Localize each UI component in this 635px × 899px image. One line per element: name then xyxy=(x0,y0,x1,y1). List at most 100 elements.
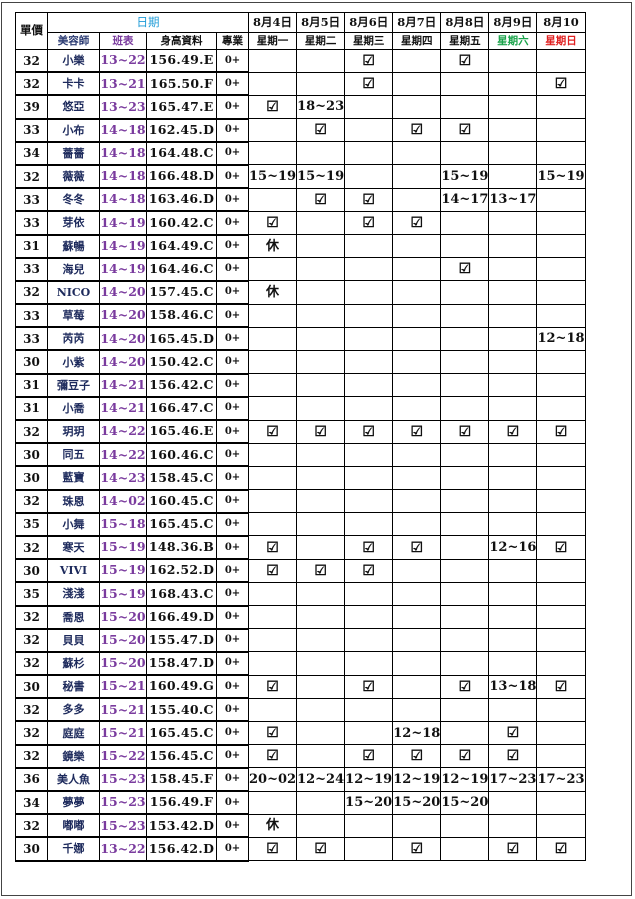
schedule-cell[interactable] xyxy=(392,187,442,212)
schedule-cell[interactable] xyxy=(440,396,490,421)
schedule-cell[interactable] xyxy=(344,257,394,282)
schedule-cell[interactable]: 18~23 xyxy=(296,94,346,120)
schedule-cell[interactable] xyxy=(488,233,538,259)
schedule-cell[interactable] xyxy=(247,141,298,166)
schedule-cell[interactable] xyxy=(536,303,586,328)
schedule-cell[interactable] xyxy=(488,164,538,189)
schedule-cell[interactable] xyxy=(344,349,394,375)
schedule-cell[interactable] xyxy=(536,604,586,630)
schedule-cell[interactable] xyxy=(247,651,298,676)
schedule-cell[interactable] xyxy=(344,489,394,514)
schedule-cell[interactable] xyxy=(247,396,298,421)
schedule-check-cell[interactable]: ☑ xyxy=(247,744,298,769)
schedule-cell[interactable] xyxy=(536,141,586,166)
schedule-cell[interactable] xyxy=(392,49,442,73)
schedule-cell[interactable] xyxy=(440,720,490,746)
schedule-cell[interactable] xyxy=(488,604,538,630)
schedule-cell[interactable]: 12~24 xyxy=(296,767,346,792)
schedule-check-cell[interactable]: ☑ xyxy=(344,419,394,444)
schedule-check-cell[interactable]: ☑ xyxy=(247,419,298,444)
schedule-check-cell[interactable]: ☑ xyxy=(247,535,298,560)
schedule-cell[interactable] xyxy=(536,489,586,514)
schedule-cell[interactable] xyxy=(536,49,586,73)
schedule-cell[interactable] xyxy=(536,813,586,838)
schedule-check-cell[interactable]: ☑ xyxy=(392,836,442,862)
schedule-cell[interactable]: 15~19 xyxy=(536,164,586,189)
schedule-cell[interactable] xyxy=(392,558,442,583)
schedule-cell[interactable]: 休 xyxy=(247,280,298,305)
schedule-cell[interactable] xyxy=(536,744,586,769)
schedule-cell[interactable]: 15~20 xyxy=(392,790,442,815)
schedule-cell[interactable] xyxy=(488,442,538,467)
schedule-cell[interactable] xyxy=(392,303,442,328)
schedule-cell[interactable] xyxy=(344,512,394,537)
schedule-check-cell[interactable]: ☑ xyxy=(296,419,346,444)
schedule-cell[interactable] xyxy=(296,141,346,166)
schedule-cell[interactable] xyxy=(440,697,490,722)
schedule-cell[interactable] xyxy=(296,720,346,746)
schedule-cell[interactable] xyxy=(296,326,346,351)
schedule-cell[interactable] xyxy=(392,349,442,375)
schedule-check-cell[interactable]: ☑ xyxy=(440,419,490,444)
schedule-cell[interactable] xyxy=(247,118,298,143)
schedule-cell[interactable] xyxy=(392,674,442,699)
schedule-cell[interactable] xyxy=(440,442,490,467)
schedule-check-cell[interactable]: ☑ xyxy=(344,210,394,236)
schedule-cell[interactable] xyxy=(392,697,442,722)
schedule-check-cell[interactable]: ☑ xyxy=(488,836,538,862)
schedule-check-cell[interactable]: ☑ xyxy=(440,118,490,143)
schedule-cell[interactable] xyxy=(344,326,394,351)
schedule-cell[interactable] xyxy=(296,581,346,607)
schedule-check-cell[interactable]: ☑ xyxy=(536,419,586,444)
schedule-cell[interactable] xyxy=(536,210,586,236)
schedule-cell[interactable] xyxy=(392,581,442,607)
schedule-cell[interactable]: 17~23 xyxy=(536,767,586,792)
schedule-cell[interactable] xyxy=(536,581,586,607)
schedule-cell[interactable] xyxy=(344,813,394,838)
schedule-cell[interactable] xyxy=(247,326,298,351)
schedule-cell[interactable] xyxy=(296,233,346,259)
schedule-cell[interactable] xyxy=(296,373,346,398)
schedule-cell[interactable] xyxy=(488,628,538,653)
schedule-cell[interactable] xyxy=(247,71,298,96)
schedule-cell[interactable] xyxy=(296,257,346,282)
schedule-cell[interactable] xyxy=(536,396,586,421)
schedule-cell[interactable]: 12~19 xyxy=(440,767,490,792)
schedule-cell[interactable] xyxy=(392,489,442,514)
schedule-cell[interactable] xyxy=(344,164,394,189)
schedule-cell[interactable]: 15~19 xyxy=(247,164,298,189)
schedule-check-cell[interactable]: ☑ xyxy=(344,744,394,769)
schedule-check-cell[interactable]: ☑ xyxy=(247,210,298,236)
schedule-cell[interactable] xyxy=(296,71,346,96)
schedule-cell[interactable]: 12~19 xyxy=(392,767,442,792)
schedule-cell[interactable] xyxy=(344,233,394,259)
schedule-cell[interactable] xyxy=(536,442,586,467)
schedule-cell[interactable] xyxy=(440,558,490,583)
schedule-cell[interactable] xyxy=(488,790,538,815)
schedule-cell[interactable] xyxy=(488,257,538,282)
schedule-cell[interactable] xyxy=(247,790,298,815)
schedule-cell[interactable] xyxy=(440,813,490,838)
schedule-cell[interactable] xyxy=(440,373,490,398)
schedule-cell[interactable] xyxy=(296,465,346,491)
schedule-cell[interactable] xyxy=(536,697,586,722)
schedule-check-cell[interactable]: ☑ xyxy=(296,836,346,862)
schedule-cell[interactable] xyxy=(344,141,394,166)
schedule-cell[interactable] xyxy=(440,210,490,236)
schedule-check-cell[interactable]: ☑ xyxy=(344,558,394,583)
schedule-cell[interactable] xyxy=(536,651,586,676)
schedule-cell[interactable] xyxy=(247,604,298,630)
schedule-cell[interactable] xyxy=(536,118,586,143)
schedule-check-cell[interactable]: ☑ xyxy=(392,535,442,560)
schedule-cell[interactable] xyxy=(344,720,394,746)
schedule-cell[interactable] xyxy=(344,581,394,607)
schedule-check-cell[interactable]: ☑ xyxy=(392,118,442,143)
schedule-cell[interactable] xyxy=(440,465,490,491)
schedule-cell[interactable] xyxy=(488,118,538,143)
schedule-cell[interactable] xyxy=(247,373,298,398)
schedule-cell[interactable] xyxy=(536,628,586,653)
schedule-check-cell[interactable]: ☑ xyxy=(344,187,394,212)
schedule-cell[interactable] xyxy=(247,49,298,73)
schedule-cell[interactable] xyxy=(440,581,490,607)
schedule-check-cell[interactable]: ☑ xyxy=(440,49,490,73)
